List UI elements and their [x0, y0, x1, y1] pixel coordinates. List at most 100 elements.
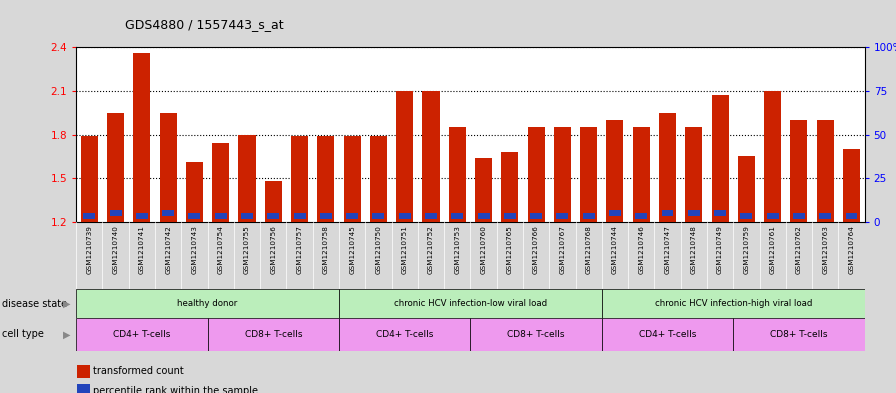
Bar: [452, 213, 463, 219]
Text: CD8+ T-cells: CD8+ T-cells: [245, 330, 302, 339]
Text: GSM1210743: GSM1210743: [192, 225, 197, 274]
Text: GDS4880 / 1557443_s_at: GDS4880 / 1557443_s_at: [125, 18, 284, 31]
Bar: [339, 318, 470, 351]
Bar: [767, 213, 779, 219]
Bar: [422, 91, 440, 222]
Text: GSM1210768: GSM1210768: [586, 225, 591, 274]
Text: ▶: ▶: [64, 329, 71, 340]
Text: GSM1210741: GSM1210741: [139, 225, 145, 274]
Bar: [711, 95, 728, 222]
Text: GSM1210745: GSM1210745: [349, 225, 355, 274]
Bar: [501, 152, 519, 222]
Bar: [241, 213, 253, 219]
Bar: [373, 213, 384, 219]
Bar: [714, 210, 726, 216]
Text: CD8+ T-cells: CD8+ T-cells: [771, 330, 828, 339]
Bar: [635, 213, 647, 219]
Bar: [733, 318, 865, 351]
Text: GSM1210748: GSM1210748: [691, 225, 697, 274]
Bar: [264, 181, 282, 222]
Text: GSM1210762: GSM1210762: [796, 225, 802, 274]
Bar: [399, 213, 410, 219]
Bar: [609, 210, 621, 216]
Bar: [238, 134, 255, 222]
Text: chronic HCV infection-high viral load: chronic HCV infection-high viral load: [655, 299, 812, 308]
Text: GSM1210747: GSM1210747: [665, 225, 670, 274]
Bar: [267, 213, 280, 219]
Bar: [294, 213, 306, 219]
Bar: [76, 318, 208, 351]
Text: GSM1210754: GSM1210754: [218, 225, 224, 274]
Bar: [370, 136, 387, 222]
Bar: [816, 120, 834, 222]
Text: CD4+ T-cells: CD4+ T-cells: [376, 330, 434, 339]
Bar: [659, 113, 676, 222]
Bar: [661, 210, 674, 216]
Text: GSM1210756: GSM1210756: [271, 225, 276, 274]
Bar: [528, 127, 545, 222]
Bar: [843, 149, 860, 222]
Text: GSM1210766: GSM1210766: [533, 225, 539, 274]
Text: CD4+ T-cells: CD4+ T-cells: [639, 330, 696, 339]
Bar: [425, 213, 437, 219]
Bar: [556, 213, 568, 219]
Text: CD4+ T-cells: CD4+ T-cells: [113, 330, 170, 339]
Bar: [208, 318, 339, 351]
Text: ▶: ▶: [64, 299, 71, 309]
Bar: [685, 127, 702, 222]
Text: GSM1210739: GSM1210739: [86, 225, 92, 274]
Bar: [582, 213, 595, 219]
Bar: [346, 213, 358, 219]
Text: GSM1210749: GSM1210749: [717, 225, 723, 274]
Text: GSM1210763: GSM1210763: [823, 225, 828, 274]
Bar: [83, 213, 95, 219]
Bar: [159, 113, 177, 222]
Text: GSM1210742: GSM1210742: [165, 225, 171, 274]
Text: percentile rank within the sample: percentile rank within the sample: [93, 386, 258, 393]
Text: GSM1210753: GSM1210753: [454, 225, 461, 274]
Text: GSM1210758: GSM1210758: [323, 225, 329, 274]
Bar: [77, 365, 90, 378]
Bar: [504, 213, 516, 219]
Bar: [602, 318, 733, 351]
Text: GSM1210765: GSM1210765: [507, 225, 513, 274]
Text: cell type: cell type: [2, 329, 44, 340]
Bar: [478, 213, 489, 219]
Bar: [688, 210, 700, 216]
Bar: [580, 127, 598, 222]
Bar: [185, 162, 203, 222]
Text: GSM1210755: GSM1210755: [244, 225, 250, 274]
Bar: [339, 289, 602, 318]
Bar: [475, 158, 492, 222]
Bar: [793, 213, 805, 219]
Text: GSM1210752: GSM1210752: [428, 225, 434, 274]
Text: transformed count: transformed count: [93, 366, 184, 376]
Text: GSM1210746: GSM1210746: [638, 225, 644, 274]
Bar: [633, 127, 650, 222]
Text: GSM1210757: GSM1210757: [297, 225, 303, 274]
Text: GSM1210767: GSM1210767: [559, 225, 565, 274]
Bar: [188, 213, 201, 219]
Bar: [81, 136, 98, 222]
Text: disease state: disease state: [2, 299, 67, 309]
Bar: [320, 213, 332, 219]
Bar: [737, 156, 755, 222]
Text: GSM1210751: GSM1210751: [401, 225, 408, 274]
Text: GSM1210759: GSM1210759: [744, 225, 749, 274]
Text: GSM1210740: GSM1210740: [113, 225, 118, 274]
Bar: [212, 143, 229, 222]
Bar: [109, 210, 122, 216]
Bar: [396, 91, 413, 222]
Bar: [76, 289, 339, 318]
Bar: [819, 213, 831, 219]
Text: GSM1210764: GSM1210764: [849, 225, 855, 274]
Text: GSM1210744: GSM1210744: [612, 225, 618, 274]
Text: CD8+ T-cells: CD8+ T-cells: [507, 330, 564, 339]
Bar: [607, 120, 624, 222]
Bar: [162, 210, 174, 216]
Bar: [530, 213, 542, 219]
Bar: [136, 213, 148, 219]
Bar: [449, 127, 466, 222]
Bar: [134, 53, 151, 222]
Bar: [343, 136, 361, 222]
